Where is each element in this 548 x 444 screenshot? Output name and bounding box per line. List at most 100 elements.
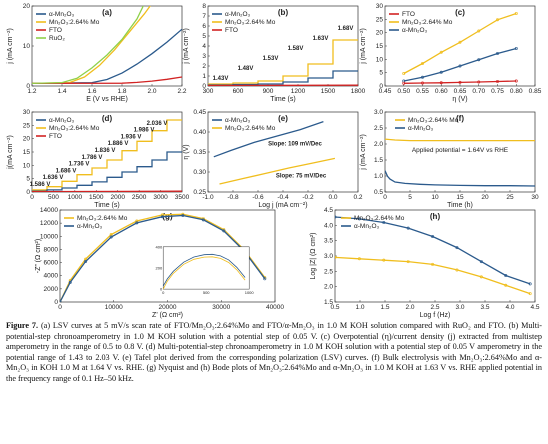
step-label: 1.58V [288,46,304,52]
x-tick-label: 0 [30,194,34,201]
x-tick-label: 1200 [291,88,306,95]
step-label: 2.036 V [147,121,168,127]
data-point [479,260,483,264]
data-point [109,235,113,239]
x-tick-label: 0 [58,304,62,311]
data-point [504,274,508,278]
panel-d: 0 500 1000 1500 2000 2500 3000 3500 0 5 10 15 20 25 30… [7,109,190,209]
y-tick-label: 1 [202,73,206,80]
data-point [495,51,499,55]
y-tick-label: 2000 [44,286,59,293]
x-tick-label: 1000 [68,194,83,201]
y-axis-label: -Z” (Ω cm²) [35,239,42,273]
data-point [84,260,88,264]
x-axis-label: Log j (mA cm⁻²) [258,202,307,209]
y-tick-label: 2.0 [374,141,383,148]
y-tick-label: 10 [23,43,31,50]
data-point [406,260,410,264]
series-line [32,190,182,192]
step-label: 1.986 V [134,128,155,134]
data-point [458,80,462,84]
data-point [495,18,499,22]
panel-tag: (h) [430,212,441,221]
data-point [479,275,483,279]
x-tick-label: 20000 [158,304,176,311]
legend-entry: Mn₂O₃:2.64% Mo [225,19,276,26]
y-axis-label: j (mA cm⁻²) [360,134,367,171]
y-tick-label: 0.30 [193,169,206,176]
inset-y-tick: 0 [160,287,163,292]
data-point [335,215,337,219]
data-point [439,50,443,54]
y-tick-label: 30 [376,3,384,10]
x-axis-label: Time (s) [94,202,119,209]
y-tick-label: 7 [202,13,206,20]
y-tick-label: 3 [202,53,206,60]
panel-tag: (d) [102,114,113,123]
x-tick-label: 5 [408,194,412,201]
x-tick-label: 25 [506,194,514,201]
y-tick-label: 4.5 [324,207,333,214]
y-tick-label: 3.5 [324,238,333,245]
y-tick-label: 0.40 [193,129,206,136]
legend-entry: α-Mn₂O₃ [354,223,380,230]
x-tick-label: 1800 [351,88,366,95]
data-point [528,282,532,286]
legend-entry: α-Mn₂O₃ [408,125,434,132]
data-point [420,75,424,79]
x-tick-label: 0.0 [328,194,337,201]
data-point [455,268,459,272]
inset-x-tick: 1000 [245,290,255,295]
series-line [32,76,182,85]
x-tick-label: 40000 [266,304,284,311]
y-tick-label: 3.0 [324,253,333,260]
data-point [402,81,406,85]
legend-entry: α-Mn₂O₃ [402,27,428,34]
legend-entry: Mn₂O₃:2.64% Mo [49,125,100,132]
x-axis-label: E (V vs RHE) [86,96,128,103]
panel-a: 1.2 1.4 1.6 1.8 2.0 2.2 0 10 20 E (V vs RHE) j (mA… [7,3,187,103]
x-tick-label: 1500 [321,88,336,95]
legend-entry: Mn₂O₃:2.64% Mo [402,19,453,26]
legend-entry: Mn₂O₃:2.64% Mo [77,215,128,222]
panel-tag: (e) [278,114,288,123]
x-tick-label: 0.55 [416,88,429,95]
y-tick-label: 12000 [40,220,58,227]
y-axis-label: j (mA cm⁻²) [7,28,14,65]
data-point [420,61,424,65]
caption-label: Figure 7. [6,321,39,330]
legend-entry: Mn₂O₃:2.64% Mo [354,215,405,222]
y-tick-label: 2 [202,63,206,70]
x-tick-label: 4.5 [530,304,539,311]
y-tick-label: 4 [202,43,206,50]
x-tick-label: 3500 [175,194,190,201]
x-tick-label: 500 [48,194,59,201]
y-tick-label: 4000 [44,273,59,280]
legend-entry: α-Mn₂O₃ [49,11,75,18]
series-line [403,47,517,82]
x-tick-label: 0.65 [454,88,467,95]
series-line [208,70,358,86]
x-tick-label: 0 [383,194,387,201]
inset-x-tick: 500 [203,290,210,295]
data-point [504,283,508,287]
x-tick-label: 3.5 [480,304,489,311]
data-point [495,80,499,84]
series-line [32,6,144,85]
x-tick-label: 20 [481,194,489,201]
data-point [263,277,267,281]
step-label: 1.936 V [121,134,142,140]
y-tick-label: 0 [26,83,30,90]
y-tick-label: 5 [26,176,30,183]
x-tick-label: 30000 [212,304,230,311]
series-line [335,256,531,295]
data-point [458,64,462,68]
panel-h: 0.5 1.0 1.5 2.0 2.5 3.0 3.5 4.0 4.5 1.5 2.0 2.5 3.0 3… [310,207,540,319]
data-point [181,214,185,218]
panel-tag: (f) [456,114,464,123]
y-tick-label: 20 [23,3,31,10]
series-line [60,214,266,302]
x-tick-label: 2500 [132,194,147,201]
x-tick-label: 1.2 [27,88,36,95]
data-point [382,221,386,225]
